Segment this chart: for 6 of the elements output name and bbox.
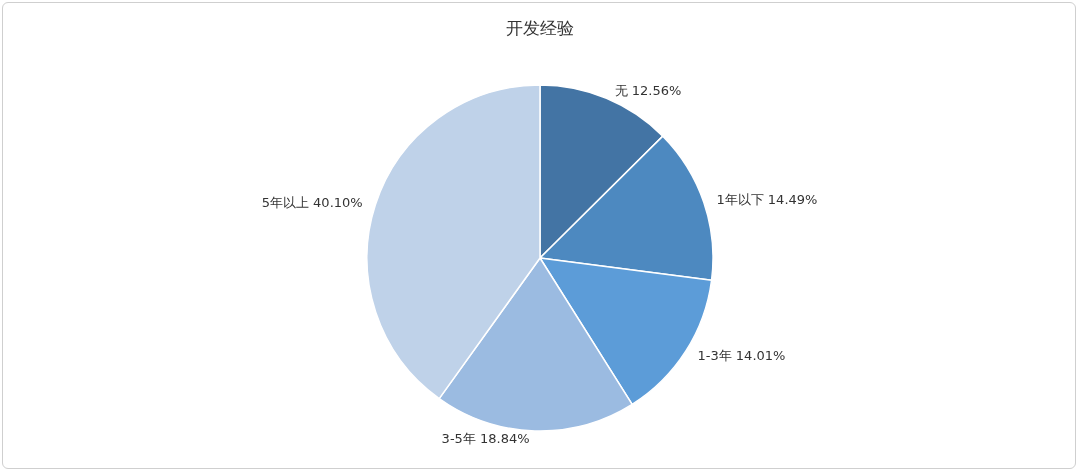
slice-label: 1年以下 14.49%	[716, 192, 818, 208]
slice-label: 3-5年 18.84%	[441, 431, 530, 447]
slice-label: 无 12.56%	[614, 83, 682, 99]
chart-title: 开发经验	[506, 17, 574, 38]
slice-label: 1-3年 14.01%	[697, 348, 786, 364]
slice-label: 5年以上 40.10%	[261, 195, 363, 211]
